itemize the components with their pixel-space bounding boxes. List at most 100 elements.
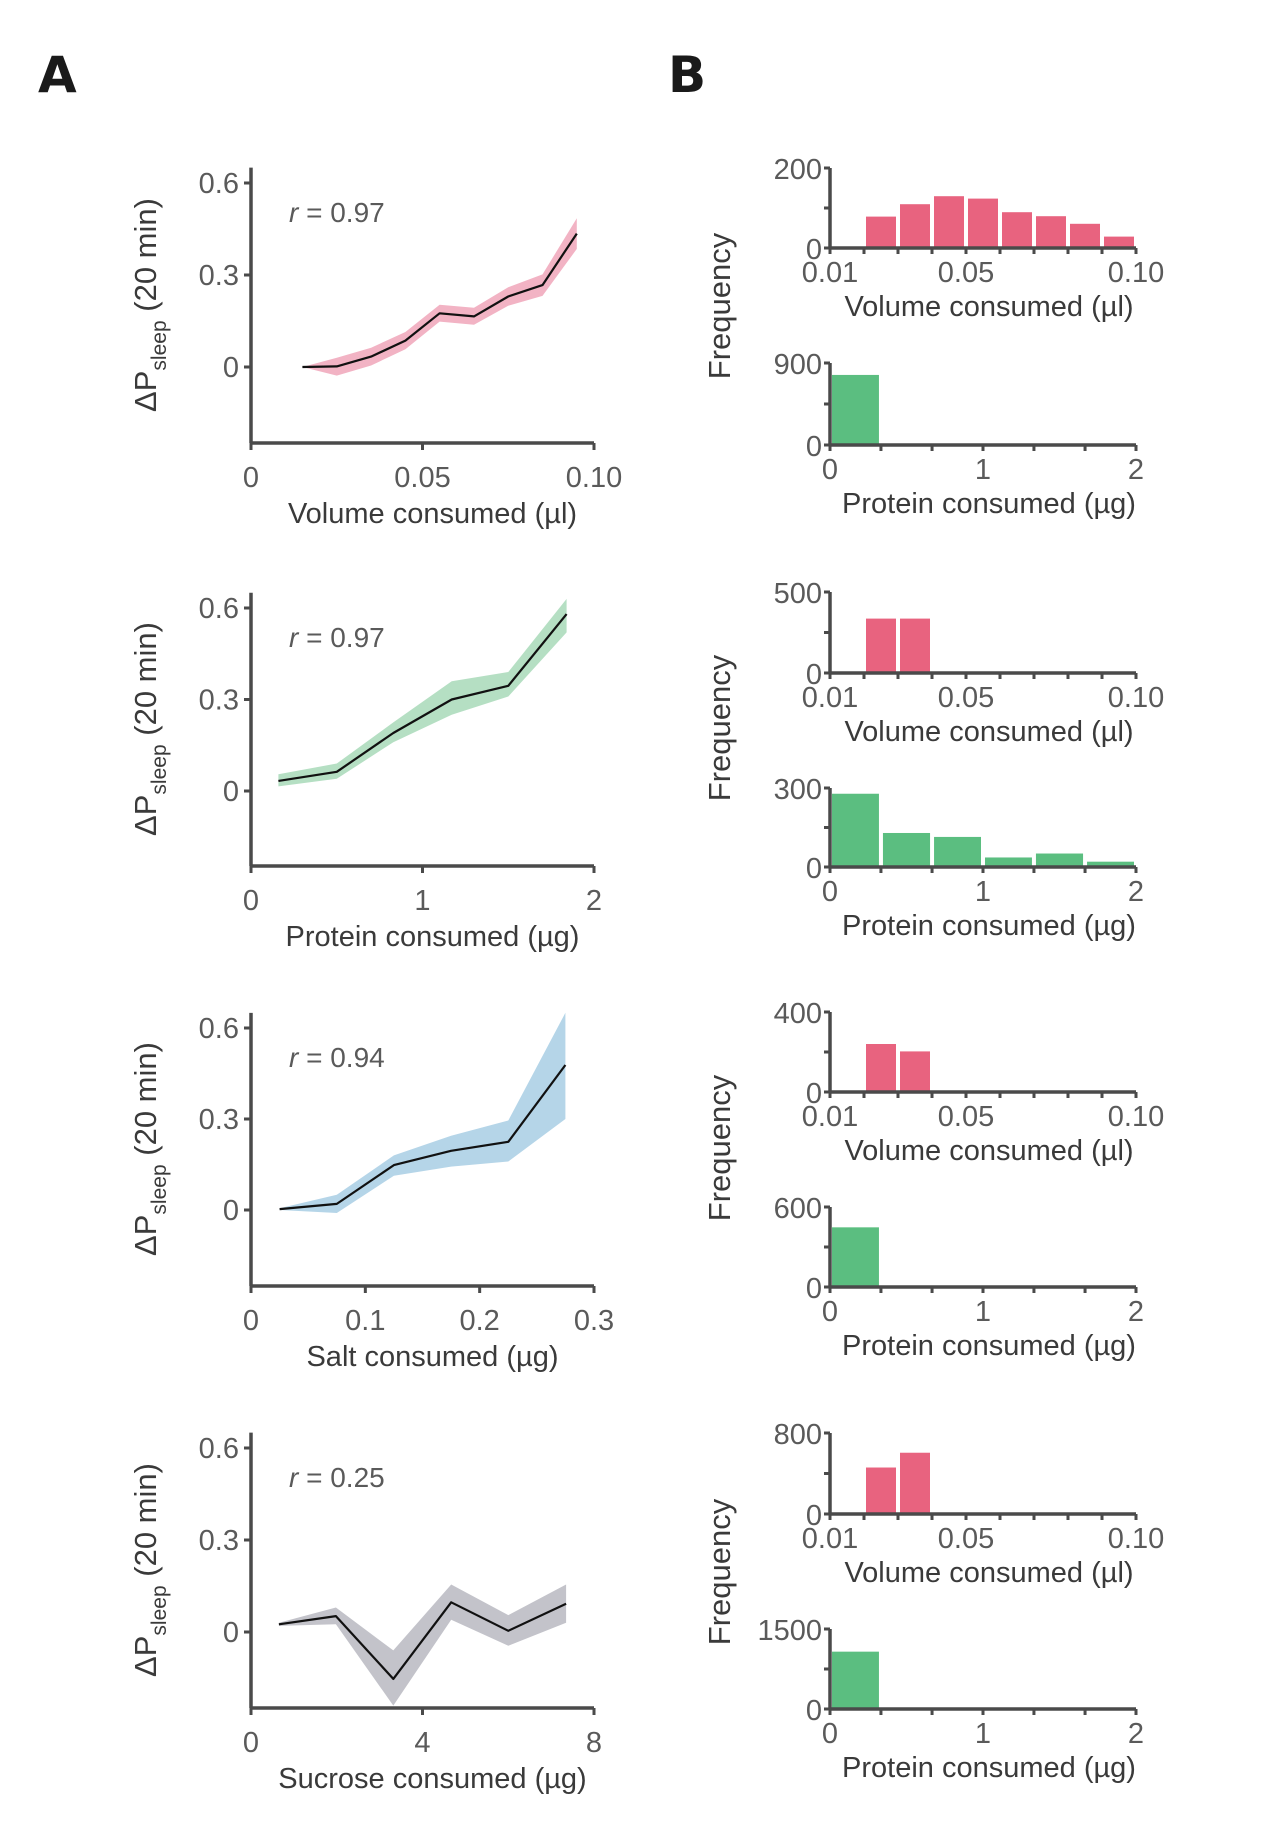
x-tick-label: 2 <box>586 885 602 917</box>
y-tick-label: 0.3 <box>199 685 239 717</box>
x-tick-label: 0.10 <box>1108 1523 1164 1555</box>
frequency-axis-label: Frequency <box>702 1074 737 1221</box>
x-tick-label: 0.10 <box>1108 682 1164 714</box>
histogram-bar <box>830 1649 881 1710</box>
x-axis-label: Sucrose consumed (µg) <box>278 1763 586 1795</box>
y-label-main: ΔP <box>128 1215 163 1256</box>
panel-letter-b: B <box>668 46 706 104</box>
x-tick-label: 0 <box>822 876 838 908</box>
x-axis-label: Salt consumed (µg) <box>306 1341 558 1373</box>
histogram-bar <box>898 1450 932 1515</box>
x-axis-label: Protein consumed (µg) <box>286 921 580 953</box>
y-axis-label: ΔPsleep (20 min) <box>128 1042 171 1256</box>
x-axis-label: Volume consumed (µl) <box>288 498 577 530</box>
y-tick-label: 0 <box>223 1195 239 1227</box>
y-tick-label: 1500 <box>757 1615 822 1647</box>
histogram-bar <box>830 791 881 868</box>
histogram-bar <box>864 1465 898 1516</box>
y-label-subscript: sleep <box>148 1164 171 1214</box>
histogram-bar <box>864 214 898 250</box>
y-tick-label: 800 <box>774 1419 822 1451</box>
r-symbol: r <box>289 197 300 228</box>
x-tick-label: 0.01 <box>802 1523 858 1555</box>
r-value: = 0.97 <box>298 622 384 653</box>
r-symbol: r <box>289 1462 300 1493</box>
y-label-suffix: (20 min) <box>128 198 163 320</box>
mean-line <box>278 613 568 782</box>
histogram-bar <box>932 194 966 249</box>
y-label-suffix: (20 min) <box>128 1463 163 1585</box>
x-tick-label: 1 <box>975 876 991 908</box>
x-axis-label: Protein consumed (µg) <box>842 910 1136 942</box>
correlation-annotation: r = 0.25 <box>289 1462 385 1493</box>
frequency-axis-label: Frequency <box>702 654 737 801</box>
x-axis-label: Volume consumed (µl) <box>844 716 1133 748</box>
line-chart-a1: 0 0.3 0.6 0 0.05 0.10 Volume consumed (µl) ΔPsl… <box>128 167 622 530</box>
x-axis-label: Protein consumed (µg) <box>842 488 1136 520</box>
r-symbol: r <box>289 622 300 653</box>
histogram-bar <box>1068 221 1102 250</box>
x-tick-label: 2 <box>1128 876 1144 908</box>
y-tick-label: 200 <box>774 154 822 186</box>
x-axis-label: Volume consumed (µl) <box>844 1135 1133 1167</box>
x-tick-label: 0 <box>243 1305 259 1337</box>
panel-letter-a: A <box>38 46 77 104</box>
y-tick-label: 0 <box>806 1078 822 1110</box>
y-tick-label: 400 <box>774 998 822 1030</box>
histogram-bar <box>1034 214 1068 249</box>
x-tick-label: 0.10 <box>566 462 622 494</box>
y-tick-label: 0 <box>806 1273 822 1305</box>
x-tick-label: 0.05 <box>938 682 994 714</box>
x-tick-label: 1 <box>975 1296 991 1328</box>
y-tick-label: 0.6 <box>199 168 239 200</box>
histogram-bar <box>830 372 881 446</box>
histogram-bar <box>864 616 898 675</box>
y-label-main: ΔP <box>128 795 163 836</box>
histogram-bar <box>932 834 984 869</box>
x-tick-label: 1 <box>975 454 991 486</box>
y-tick-label: 300 <box>774 774 822 806</box>
x-tick-label: 8 <box>586 1727 602 1759</box>
histogram-bar <box>830 1225 881 1289</box>
y-tick-label: 0 <box>806 853 822 885</box>
x-tick-label: 0 <box>822 1296 838 1328</box>
histogram-bar <box>966 196 1000 250</box>
y-tick-label: 0.6 <box>199 1013 239 1045</box>
x-tick-label: 2 <box>1128 454 1144 486</box>
y-tick-label: 0.3 <box>199 260 239 292</box>
y-tick-label: 0.6 <box>199 1433 239 1465</box>
histogram-bar <box>880 830 933 869</box>
error-band <box>278 1584 567 1706</box>
x-tick-label: 0.1 <box>345 1305 385 1337</box>
x-tick-label: 0.05 <box>394 462 450 494</box>
x-axis-label: Protein consumed (µg) <box>842 1752 1136 1784</box>
x-tick-label: 0.01 <box>802 257 858 289</box>
x-tick-label: 0 <box>243 1727 259 1759</box>
histogram-bar <box>1102 234 1136 250</box>
x-tick-label: 0.05 <box>938 257 994 289</box>
correlation-annotation: r = 0.97 <box>289 622 385 653</box>
correlation-annotation: r = 0.94 <box>289 1042 385 1073</box>
r-value: = 0.25 <box>298 1462 384 1493</box>
histogram-bar <box>898 1049 932 1094</box>
y-label-suffix: (20 min) <box>128 622 163 744</box>
x-tick-label: 0.10 <box>1108 1101 1164 1133</box>
y-tick-label: 0 <box>223 1617 239 1649</box>
y-tick-label: 0 <box>223 776 239 808</box>
error-band <box>302 218 577 376</box>
histogram-bar <box>1033 851 1086 868</box>
x-tick-label: 0.3 <box>574 1305 614 1337</box>
y-tick-label: 0 <box>806 1500 822 1532</box>
r-symbol: r <box>289 1042 300 1073</box>
x-tick-label: 0.2 <box>460 1305 500 1337</box>
x-tick-label: 0.01 <box>802 1101 858 1133</box>
x-tick-label: 2 <box>1128 1296 1144 1328</box>
